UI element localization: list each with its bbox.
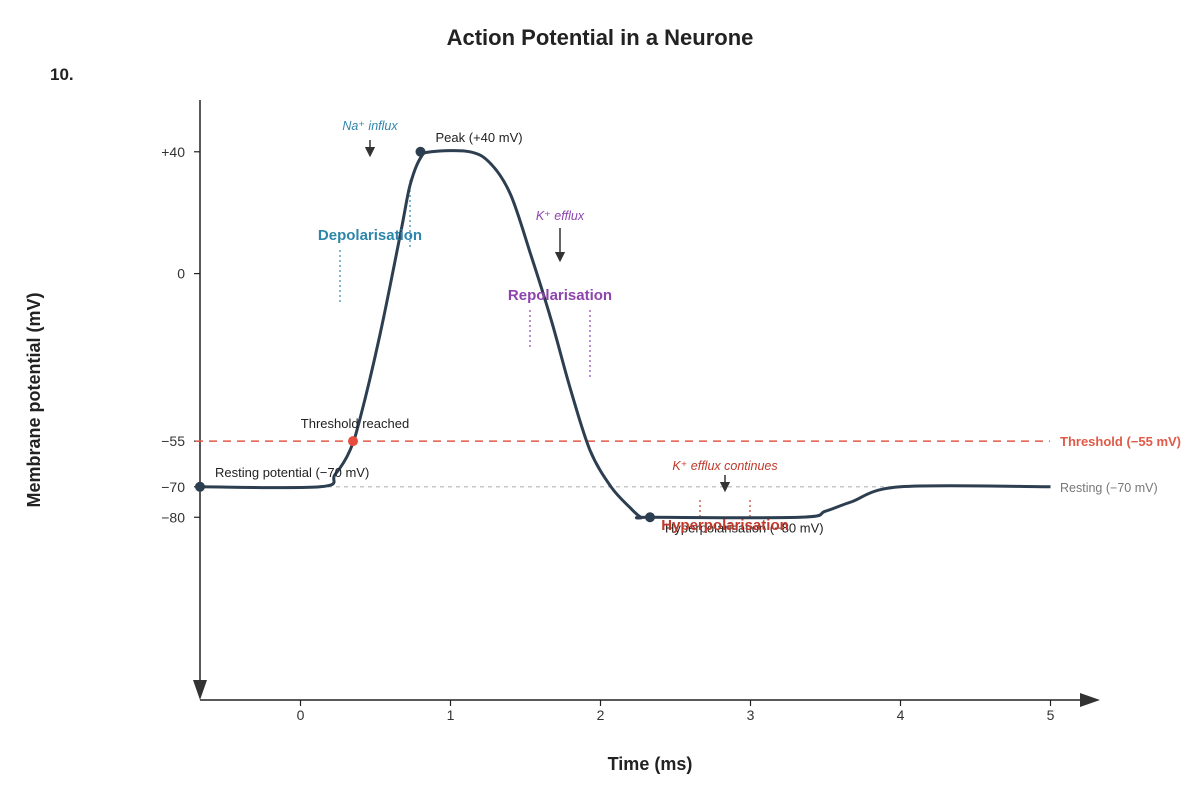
ticks: 0 1 2 3 4 5 +40 0 −55 −70 −80 — [161, 144, 1054, 723]
axes — [193, 100, 1100, 707]
x-axis-arrow — [1080, 693, 1100, 707]
hyperpolarisation-label: Hyperpolarisation — [661, 517, 789, 534]
x-tick-label: 0 — [297, 707, 305, 723]
key-points: Resting potential (−70 mV) Threshold reac… — [195, 130, 824, 535]
na-influx-note: Na⁺ influx — [342, 119, 398, 133]
y-axis-arrow — [193, 680, 207, 700]
threshold-reached-label: Threshold reached — [301, 416, 409, 431]
resting-label: Resting (−70 mV) — [1060, 481, 1158, 495]
resting-potential-marker — [195, 481, 205, 492]
hyperpolarisation-point-label: Hyperpolarisation (−80 mV) — [665, 520, 824, 535]
depolarisation-label: Depolarisation — [318, 227, 422, 244]
reference-lines: Threshold (−55 mV) Resting (−70 mV) — [195, 434, 1181, 495]
threshold-reached-marker — [348, 436, 358, 447]
y-tick-label: +40 — [161, 144, 185, 160]
y-tick-label: −55 — [161, 433, 185, 449]
x-axis-title: Time (ms) — [608, 754, 693, 774]
x-tick-label: 3 — [747, 707, 755, 723]
y-tick-label: 0 — [177, 266, 185, 282]
peak-marker — [415, 146, 426, 157]
x-tick-label: 1 — [447, 707, 455, 723]
hyperpolarisation-point-marker — [645, 512, 655, 523]
repolarisation-label: Repolarisation — [508, 287, 612, 304]
y-tick-label: −70 — [161, 479, 185, 495]
k-efflux-note: K⁺ efflux — [536, 209, 585, 223]
resting-potential-label: Resting potential (−70 mV) — [215, 465, 369, 480]
x-tick-label: 5 — [1047, 707, 1055, 723]
k-efflux-continues-note: K⁺ efflux continues — [672, 459, 777, 473]
peak-label: Peak (+40 mV) — [436, 130, 523, 145]
threshold-label: Threshold (−55 mV) — [1060, 434, 1181, 449]
question-number: 10. — [50, 65, 74, 84]
y-tick-label: −80 — [161, 509, 185, 525]
membrane-potential-curve — [199, 149, 1051, 520]
x-tick-label: 2 — [597, 707, 605, 723]
y-axis-title: Membrane potential (mV) — [24, 292, 44, 507]
chart-title: Action Potential in a Neurone — [447, 25, 754, 50]
x-tick-label: 4 — [897, 707, 905, 723]
